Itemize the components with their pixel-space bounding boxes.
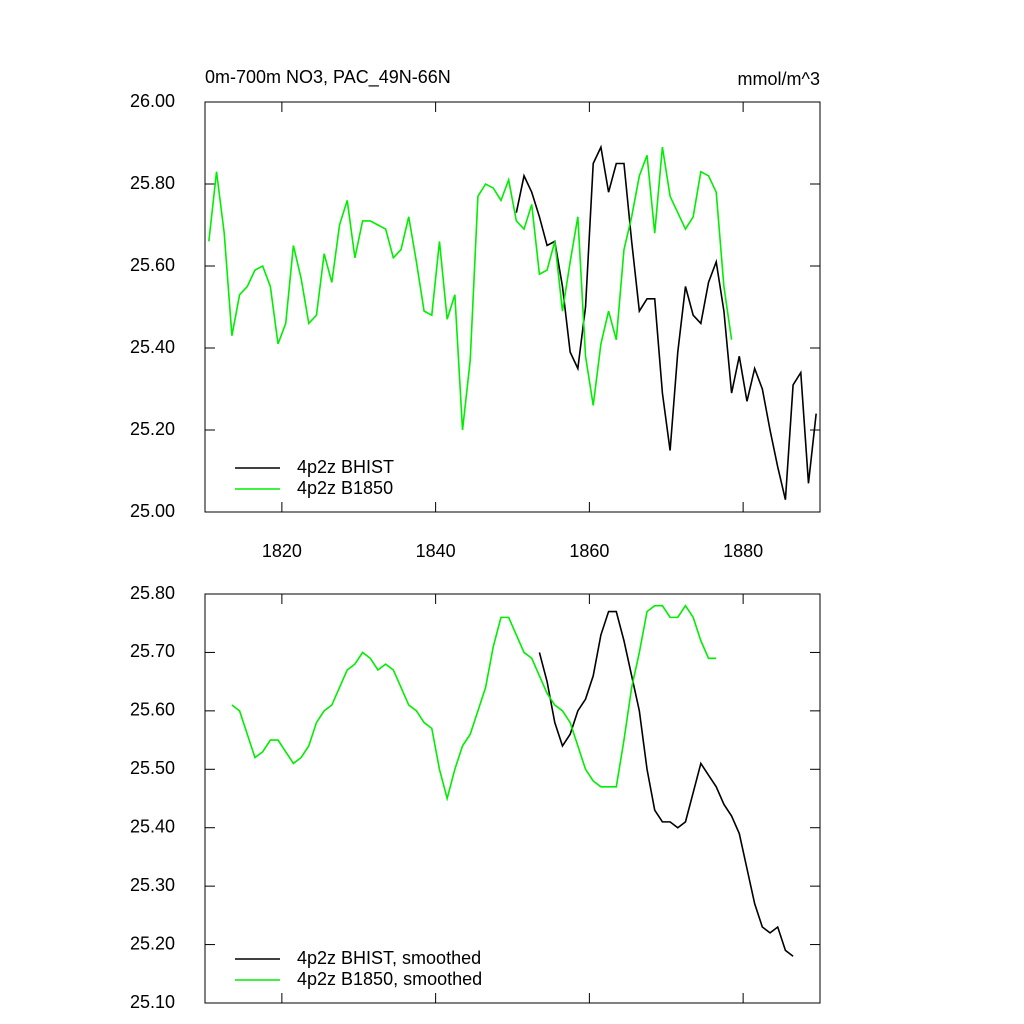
y-tick-label: 25.20 (130, 933, 175, 953)
y-tick-label: 25.50 (130, 758, 175, 778)
y-tick-label: 25.80 (130, 173, 175, 193)
y-tick-label: 25.30 (130, 875, 175, 895)
y-tick-label: 25.70 (130, 641, 175, 661)
y-tick-label: 25.60 (130, 255, 175, 275)
y-tick-label: 25.00 (130, 501, 175, 521)
legend-label: 4p2z BHIST, smoothed (297, 948, 481, 968)
data-line (515, 144, 817, 500)
y-tick-label: 25.20 (130, 419, 175, 439)
legend-label: 4p2z BHIST (297, 457, 394, 477)
y-tick-label: 25.40 (130, 337, 175, 357)
x-tick-label: 1840 (416, 541, 456, 561)
legend-label: 4p2z B1850, smoothed (297, 969, 482, 989)
x-tick-label: 1820 (262, 541, 302, 561)
y-tick-label: 25.10 (130, 992, 175, 1012)
chart-title: 0m-700m NO3, PAC_49N-66N (205, 67, 451, 88)
y-tick-label: 25.80 (130, 583, 175, 603)
plot-frame (204, 101, 821, 513)
x-tick-label: 1880 (723, 541, 763, 561)
data-line (538, 610, 794, 957)
y-tick-label: 26.00 (130, 91, 175, 111)
units-label: mmol/m^3 (738, 69, 820, 89)
data-line (231, 604, 717, 802)
x-tick-label: 1860 (569, 541, 609, 561)
legend-label: 4p2z B1850 (297, 478, 393, 498)
y-tick-label: 25.40 (130, 816, 175, 836)
y-tick-label: 25.60 (130, 700, 175, 720)
data-line (208, 146, 733, 431)
plot-frame (204, 593, 821, 1004)
